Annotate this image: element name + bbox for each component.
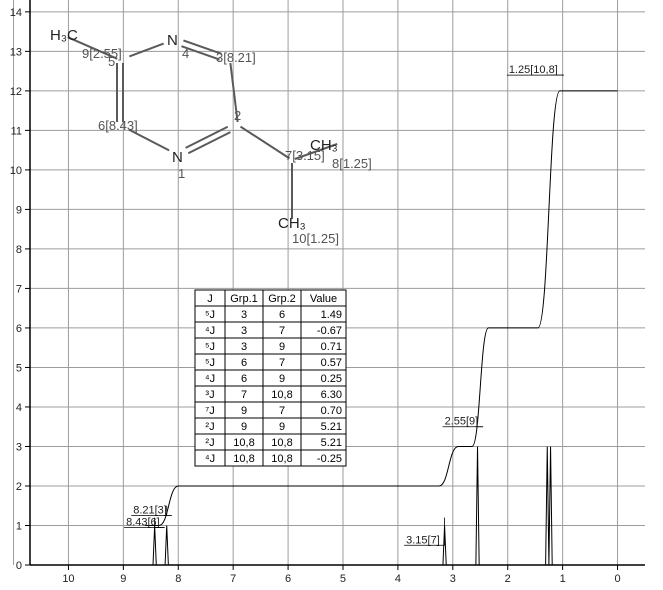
- svg-text:6: 6: [16, 323, 22, 335]
- svg-text:4: 4: [16, 402, 22, 414]
- svg-text:12: 12: [10, 86, 22, 98]
- table-cell: 6.30: [321, 389, 342, 401]
- table-cell: 10,8: [233, 437, 254, 449]
- svg-text:10: 10: [10, 165, 22, 177]
- coupling-table: J Grp.1 Grp.2 Value ⁵J 3 6 1.49 ⁴J 3 7 -0.67 ⁵J 3 9 0.7…: [195, 290, 346, 466]
- svg-text:13: 13: [10, 46, 22, 58]
- table-cell: 7: [279, 325, 285, 337]
- table-cell: ⁴J: [205, 453, 215, 465]
- table-cell: ⁵J: [205, 357, 215, 369]
- svg-text:6: 6: [285, 573, 291, 585]
- table-cell: 10,8: [233, 453, 254, 465]
- svg-text:0: 0: [614, 573, 620, 585]
- table-cell: ²J: [205, 421, 214, 433]
- svg-text:Grp.2: Grp.2: [268, 293, 296, 305]
- table-cell: 9: [279, 421, 285, 433]
- mol-label: 2: [234, 108, 241, 123]
- mol-label: N: [172, 149, 183, 166]
- svg-text:7: 7: [230, 573, 236, 585]
- mol-label: 6[8.43]: [98, 118, 138, 133]
- table-cell: 0.57: [321, 357, 342, 369]
- table-cell: 3: [241, 341, 247, 353]
- svg-text:7: 7: [16, 283, 22, 295]
- table-cell: 9: [241, 421, 247, 433]
- table-cell: 3: [241, 325, 247, 337]
- svg-text:Value: Value: [310, 293, 337, 305]
- mol-label: 10[1.25]: [292, 231, 339, 246]
- mol-label: 9[2.55]: [82, 46, 122, 61]
- table-cell: 5.21: [321, 421, 342, 433]
- table-cell: 7: [241, 389, 247, 401]
- svg-text:14: 14: [10, 7, 22, 19]
- mol-label: CH₃: [278, 215, 306, 232]
- svg-text:9: 9: [120, 573, 126, 585]
- svg-text:2: 2: [16, 481, 22, 493]
- mol-label: H₃C: [50, 27, 78, 44]
- mol-label: 8[1.25]: [332, 156, 372, 171]
- table-cell: ⁵J: [205, 341, 215, 353]
- mol-label: 1: [178, 166, 185, 181]
- svg-text:5: 5: [340, 573, 346, 585]
- svg-text:J: J: [207, 293, 213, 305]
- svg-text:5: 5: [16, 362, 22, 374]
- table-cell: 0.71: [321, 341, 342, 353]
- table-cell: 0.25: [321, 373, 342, 385]
- peak-label: 3.15[7]: [406, 534, 440, 546]
- svg-text:3: 3: [450, 573, 456, 585]
- table-cell: 0.70: [321, 405, 342, 417]
- mol-label: CH₃: [310, 137, 338, 154]
- table-cell: 5.21: [321, 437, 342, 449]
- svg-text:10: 10: [62, 573, 74, 585]
- svg-text:3: 3: [16, 441, 22, 453]
- table-cell: ⁴J: [205, 325, 215, 337]
- table-cell: 10,8: [271, 453, 292, 465]
- table-cell: 10,8: [271, 437, 292, 449]
- table-cell: ⁷J: [205, 405, 214, 417]
- svg-text:11: 11: [11, 125, 22, 137]
- svg-text:Grp.1: Grp.1: [230, 293, 258, 305]
- peak-label: 8.21[3]: [133, 505, 167, 517]
- svg-text:9: 9: [16, 204, 22, 216]
- table-cell: 3: [241, 309, 247, 321]
- svg-text:1: 1: [560, 573, 566, 585]
- peak-label: 1.25[10,8]: [509, 64, 558, 76]
- mol-label: 5: [108, 54, 115, 69]
- table-cell: 9: [241, 405, 247, 417]
- peak-label: 2.55[9]: [445, 416, 479, 428]
- svg-text:0: 0: [16, 560, 22, 572]
- table-cell: -0.67: [317, 325, 342, 337]
- table-cell: -0.25: [317, 453, 342, 465]
- svg-text:8: 8: [175, 573, 181, 585]
- svg-text:4: 4: [395, 573, 401, 585]
- spectrum-canvas: 012345678910012345678910111213148.43[6]8…: [0, 0, 663, 590]
- mol-label: N: [167, 32, 178, 49]
- table-cell: 10,8: [271, 389, 292, 401]
- table-cell: ⁵J: [205, 309, 215, 321]
- table-cell: 7: [279, 405, 285, 417]
- table-cell: ³J: [205, 389, 214, 401]
- table-cell: 1.49: [321, 309, 342, 321]
- table-cell: 6: [279, 309, 285, 321]
- table-cell: ⁴J: [205, 373, 215, 385]
- mol-label: 4: [182, 46, 189, 61]
- table-cell: 6: [241, 357, 247, 369]
- table-cell: ²J: [205, 437, 214, 449]
- svg-text:1: 1: [16, 520, 22, 532]
- table-cell: 9: [279, 341, 285, 353]
- table-cell: 9: [279, 373, 285, 385]
- table-cell: 7: [279, 357, 285, 369]
- mol-label: 3[8.21]: [216, 50, 256, 65]
- svg-text:8: 8: [16, 244, 22, 256]
- svg-text:2: 2: [505, 573, 511, 585]
- table-cell: 6: [241, 373, 247, 385]
